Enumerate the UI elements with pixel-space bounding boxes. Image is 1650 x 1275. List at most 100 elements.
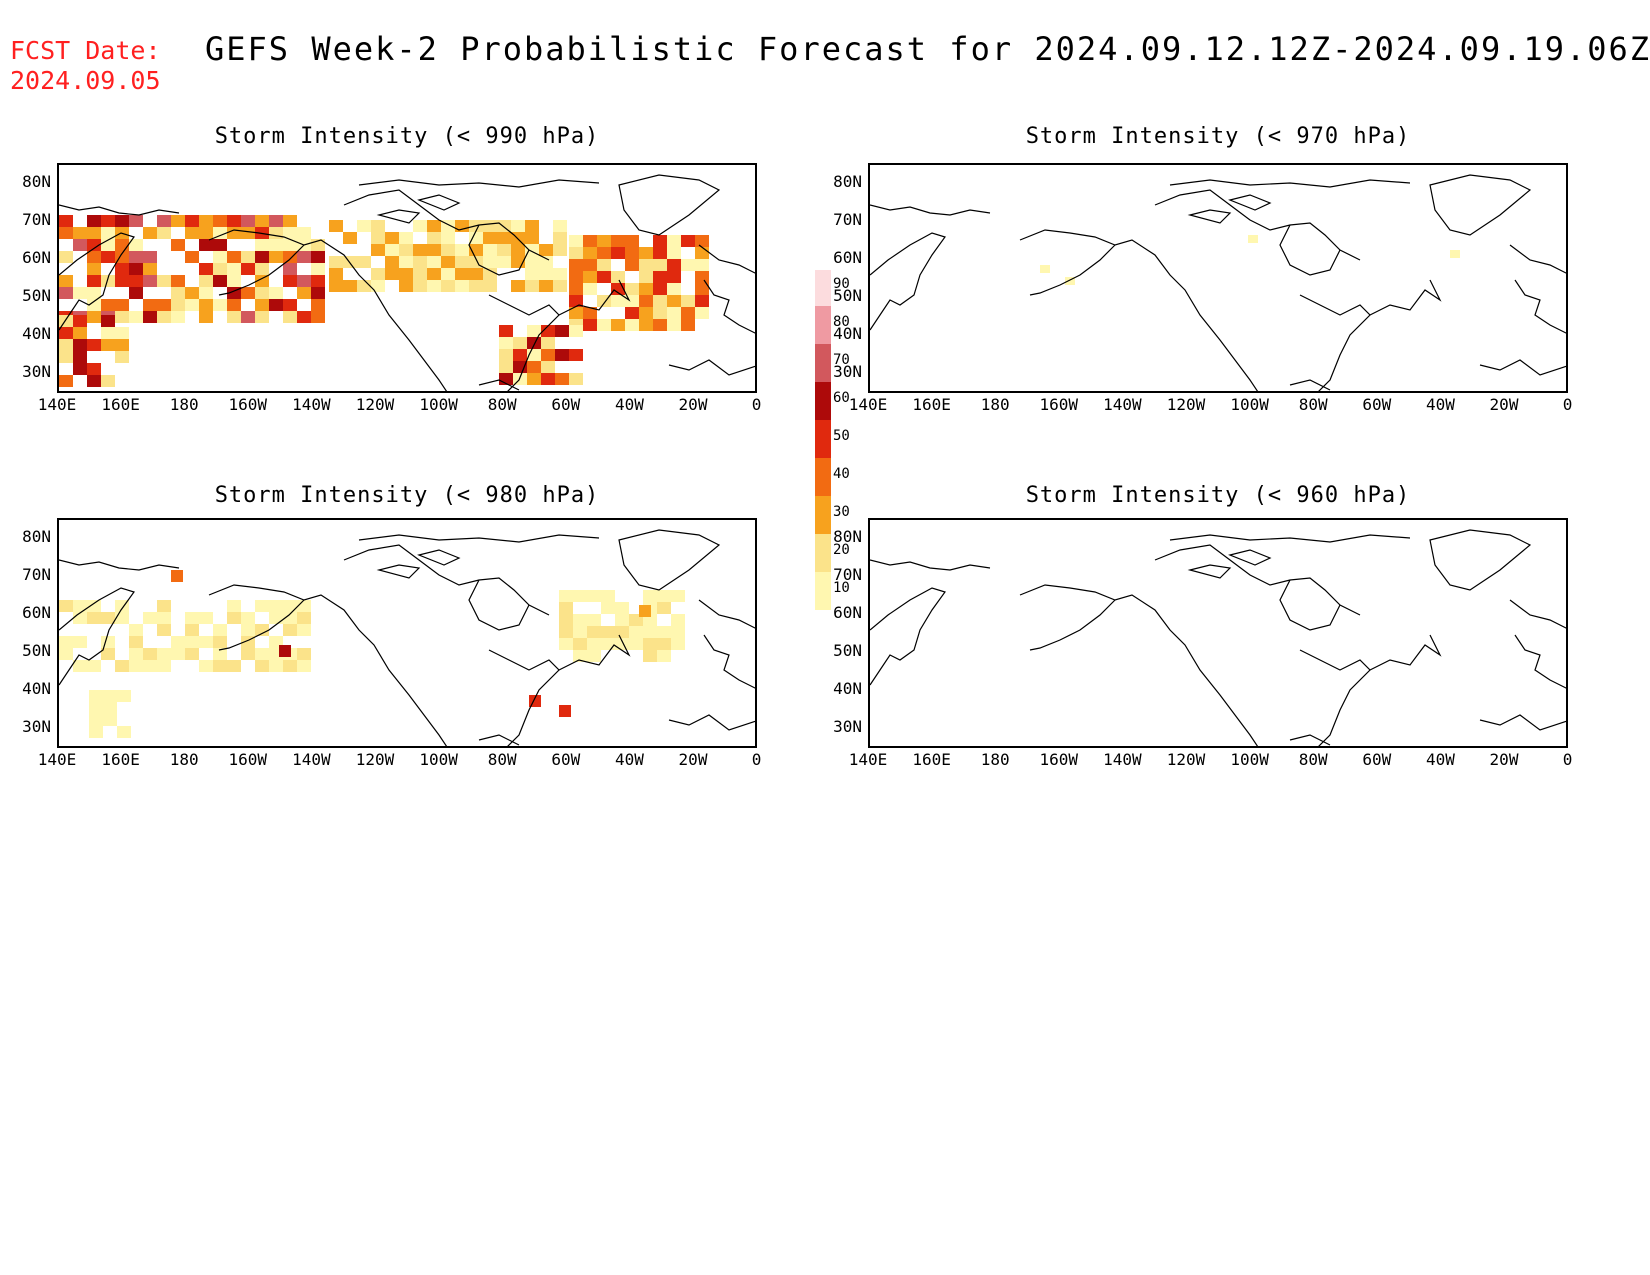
probability-cell [157,612,171,624]
probability-cell [227,263,241,275]
lon-tick-label: 120W [1166,395,1206,414]
probability-cell [311,263,325,275]
probability-cell [157,299,171,311]
probability-cell [157,275,171,287]
lat-tick-label: 30N [22,362,51,381]
probability-cell [143,660,157,672]
lat-tick-label: 70N [22,565,51,584]
probability-cell [539,256,553,268]
probability-cell [87,263,101,275]
probability-cell [87,600,101,612]
lat-tick-label: 80N [833,172,862,191]
probability-cell [283,227,297,239]
probability-cell [269,227,283,239]
lat-tick-label: 70N [833,210,862,229]
probability-cell [587,638,601,650]
probability-cell [569,283,583,295]
probability-cell [101,339,115,351]
probability-cell [555,325,569,337]
lon-tick-label: 40W [1425,750,1455,769]
colorbar [815,270,831,610]
lon-tick-label: 100W [1230,395,1269,414]
page-title: GEFS Week-2 Probabilistic Forecast for 2… [205,30,1650,68]
probability-cell [483,220,497,232]
probability-cell [129,636,143,648]
probability-cell [539,268,553,280]
forecast-date-label: FCST Date: [10,36,161,65]
lat-tick-label: 30N [22,717,51,736]
probability-cell [541,361,555,373]
probability-cell [587,590,601,602]
probability-cell [143,227,157,239]
probability-cell [213,251,227,263]
probability-cell [525,280,539,292]
probability-cell [639,283,653,295]
probability-cell [311,287,325,299]
probability-cell [283,660,297,672]
probability-cell [185,215,199,227]
probability-cell [399,244,413,256]
probability-cell [499,337,513,349]
probability-cell [681,235,695,247]
probability-cell [695,283,709,295]
probability-cell [297,612,311,624]
probability-cell [553,280,567,292]
probability-cell [559,590,573,602]
probability-cell [541,373,555,385]
probability-cell [185,299,199,311]
probability-cell [115,215,129,227]
probability-cell [255,624,269,636]
probability-cell [667,247,681,259]
probability-cell [695,295,709,307]
probability-cell [89,726,103,738]
probability-cell [639,271,653,283]
probability-cell [283,311,297,323]
probability-cell [343,232,357,244]
probability-cell [625,283,639,295]
probability-cell [115,299,129,311]
probability-cell [171,299,185,311]
lon-tick-label: 180 [980,750,1010,769]
lon-tick-label: 100W [1230,750,1269,769]
probability-cell [185,624,199,636]
probability-cell [573,626,587,638]
probability-cell [185,227,199,239]
lon-tick-label: 140W [1103,395,1142,414]
probability-cell [255,239,269,251]
lon-tick-label: 180 [980,395,1010,414]
probability-cell [115,263,129,275]
probability-cell [227,275,241,287]
probability-cell [597,247,611,259]
probability-cell [143,263,157,275]
colorbar-level-label: 20 [833,542,850,558]
lat-tick-label: 80N [22,527,51,546]
colorbar-segment [815,270,831,306]
probability-cell [89,714,103,726]
probability-cell [103,690,117,702]
probability-cell [87,339,101,351]
probability-cell [101,227,115,239]
colorbar-segment [815,496,831,534]
probability-cell [199,263,213,275]
probability-cell [255,275,269,287]
probability-cell [573,650,587,662]
probability-cell [385,244,399,256]
probability-cell [241,227,255,239]
probability-cell [227,299,241,311]
probability-cell [115,327,129,339]
lon-tick-label: 140E [37,750,77,769]
probability-cell [671,638,685,650]
probability-cell [171,239,185,251]
probability-cell [681,319,695,331]
probability-cell [255,299,269,311]
colorbar-segment [815,458,831,496]
probability-cell [87,251,101,263]
probability-cell [583,259,597,271]
probability-cell [525,220,539,232]
probability-cell [695,235,709,247]
probability-cell [185,636,199,648]
probability-cell [227,311,241,323]
lon-tick-label: 140E [848,750,888,769]
probability-cell [171,311,185,323]
probability-cell [559,614,573,626]
